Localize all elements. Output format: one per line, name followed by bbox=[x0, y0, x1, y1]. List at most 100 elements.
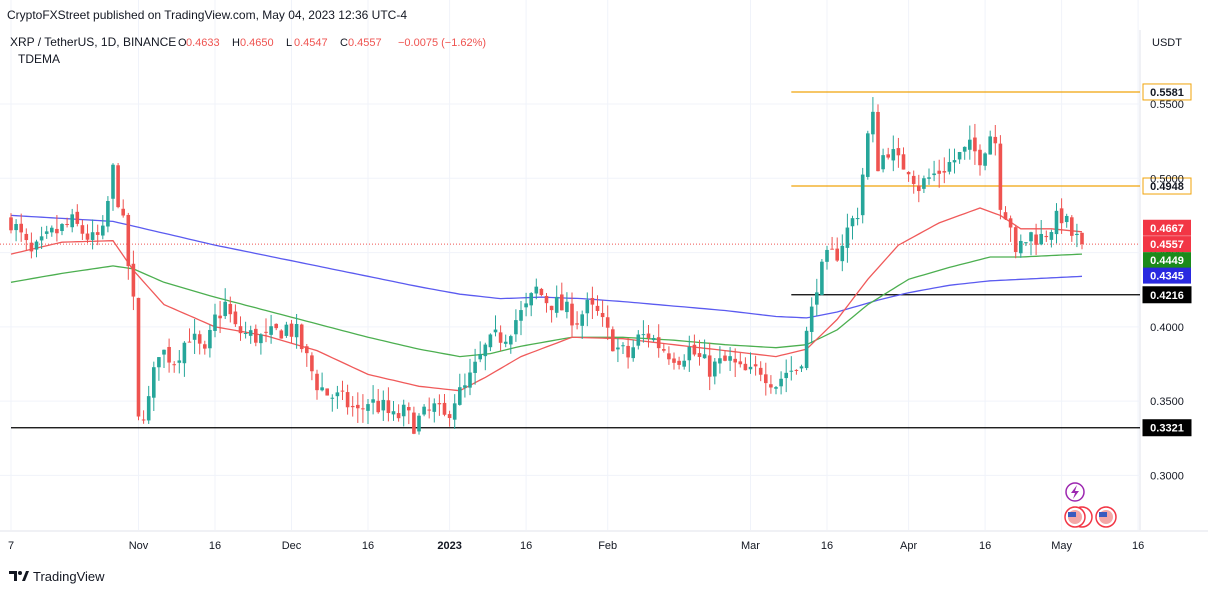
candle-body bbox=[672, 358, 676, 363]
candle-body bbox=[442, 402, 447, 415]
candle-body bbox=[605, 317, 610, 328]
candle-body bbox=[575, 323, 579, 325]
x-tick-label: 16 bbox=[520, 540, 532, 552]
candle-body bbox=[825, 249, 829, 262]
candle-body bbox=[794, 369, 799, 371]
candle-body bbox=[493, 329, 498, 333]
candle-body bbox=[325, 388, 329, 396]
ohlc-label: O bbox=[178, 37, 187, 49]
gridlines bbox=[0, 0, 1141, 530]
candle-body bbox=[621, 345, 625, 347]
candle-body bbox=[590, 297, 595, 305]
candle-body bbox=[458, 387, 462, 405]
candle-body bbox=[1070, 217, 1074, 236]
candle-body bbox=[162, 349, 166, 355]
level-tag[interactable] bbox=[1142, 419, 1192, 437]
us-flag-event-icon-2[interactable] bbox=[1095, 506, 1117, 528]
symbol-title[interactable]: XRP / TetherUS, 1D, BINANCE bbox=[10, 35, 176, 49]
time-axis[interactable]: 7 Nov 16 Dec 16 2023 16 Feb Mar 16 Apr 16 May 16 bbox=[0, 530, 1208, 552]
candle-body bbox=[896, 148, 901, 156]
candle-body bbox=[570, 303, 574, 326]
candle-body bbox=[315, 373, 319, 391]
candle-body bbox=[284, 324, 289, 336]
candle-body bbox=[707, 355, 712, 377]
candle-body bbox=[407, 407, 411, 411]
candle-body bbox=[662, 349, 666, 351]
candle-body bbox=[233, 311, 238, 325]
candle-body bbox=[871, 111, 875, 135]
candle-body bbox=[473, 361, 477, 373]
level-tag[interactable] bbox=[1142, 83, 1192, 101]
x-tick-label: 7 bbox=[8, 540, 14, 552]
price-tag[interactable] bbox=[1143, 267, 1191, 284]
candle-body bbox=[866, 133, 870, 177]
candle-body bbox=[75, 211, 80, 224]
candle-body bbox=[937, 170, 941, 174]
level-tag[interactable] bbox=[1142, 286, 1192, 304]
candle-body bbox=[172, 364, 176, 366]
x-tick-label: 2023 bbox=[437, 540, 461, 552]
candle-body bbox=[1013, 227, 1018, 252]
candle-body bbox=[335, 392, 340, 397]
candle-body bbox=[478, 354, 482, 360]
candle-body bbox=[274, 323, 278, 329]
price-axis[interactable]: 0.30000.35000.40000.45000.50000.55000.46… bbox=[1143, 99, 1191, 482]
candle-body bbox=[401, 404, 406, 417]
candle-body bbox=[952, 160, 957, 163]
candle-body bbox=[498, 332, 503, 343]
candle-body bbox=[922, 178, 926, 189]
level-tag[interactable] bbox=[1142, 177, 1192, 195]
candle-body bbox=[152, 367, 156, 398]
candle-body bbox=[95, 232, 100, 235]
candle-body bbox=[891, 149, 896, 161]
candle-body bbox=[738, 361, 743, 365]
candle-body bbox=[376, 400, 380, 413]
candle-body bbox=[248, 330, 253, 336]
candle-body bbox=[197, 334, 202, 344]
candle-body bbox=[565, 301, 569, 313]
candle-body bbox=[101, 225, 105, 236]
candle-body bbox=[519, 310, 523, 321]
horizontal-levels[interactable]: 0.5581 0.4948 0.4216 0.3321 bbox=[0, 83, 1192, 437]
candle-body bbox=[855, 218, 860, 220]
candle-body bbox=[932, 173, 936, 176]
candle-body bbox=[595, 305, 600, 311]
ohlc-value: 0.4557 bbox=[348, 37, 382, 49]
price-tag[interactable] bbox=[1143, 236, 1191, 253]
candle-body bbox=[182, 342, 187, 364]
candle-body bbox=[29, 242, 34, 252]
candle-body bbox=[50, 227, 54, 233]
candle-body bbox=[748, 366, 753, 370]
price-tag-label: 0.4667 bbox=[1150, 223, 1184, 235]
tradingview-brand[interactable]: TradingView bbox=[9, 566, 105, 586]
candle-body bbox=[259, 334, 263, 344]
candle-body bbox=[769, 384, 773, 388]
price-tag[interactable] bbox=[1143, 252, 1191, 269]
candle-body bbox=[983, 153, 987, 166]
candle-body bbox=[468, 372, 472, 388]
candle-body bbox=[667, 353, 671, 360]
candle-body bbox=[294, 324, 299, 338]
us-flag-event-icon[interactable] bbox=[1064, 506, 1093, 528]
candle-body bbox=[34, 241, 39, 250]
candle-body bbox=[835, 248, 839, 261]
candle-body bbox=[702, 354, 707, 359]
ohlc-label: H bbox=[232, 37, 240, 49]
currency-label: USDT bbox=[1152, 37, 1182, 49]
change-value: −0.0075 (−1.62%) bbox=[398, 37, 486, 49]
candle-body bbox=[779, 378, 783, 387]
candle-body bbox=[1034, 234, 1038, 245]
ohlc-value: 0.4650 bbox=[240, 37, 274, 49]
candle-body bbox=[753, 364, 758, 367]
indicator-label[interactable]: TDEMA bbox=[18, 52, 60, 66]
candle-body bbox=[549, 305, 554, 311]
lightning-event-icon[interactable] bbox=[1065, 482, 1085, 502]
candle-body bbox=[600, 312, 605, 318]
ema-green-line bbox=[10, 253, 1083, 358]
candle-body bbox=[391, 411, 396, 415]
price-tag[interactable] bbox=[1143, 219, 1191, 236]
candle-body bbox=[942, 171, 947, 173]
candle-body bbox=[845, 227, 850, 248]
candle-body bbox=[968, 139, 972, 150]
